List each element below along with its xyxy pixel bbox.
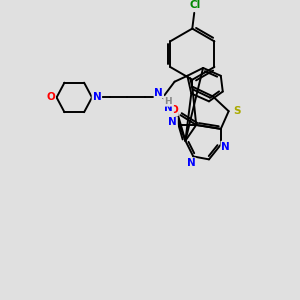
- Text: N: N: [154, 88, 163, 98]
- Text: S: S: [233, 106, 240, 116]
- Text: N: N: [92, 92, 101, 102]
- Text: Cl: Cl: [190, 0, 201, 10]
- Text: N: N: [164, 103, 173, 113]
- Text: O: O: [46, 92, 55, 102]
- Text: N: N: [168, 117, 177, 127]
- Text: N: N: [221, 142, 230, 152]
- Text: N: N: [187, 158, 196, 168]
- Text: O: O: [169, 105, 178, 115]
- Text: H: H: [164, 97, 172, 106]
